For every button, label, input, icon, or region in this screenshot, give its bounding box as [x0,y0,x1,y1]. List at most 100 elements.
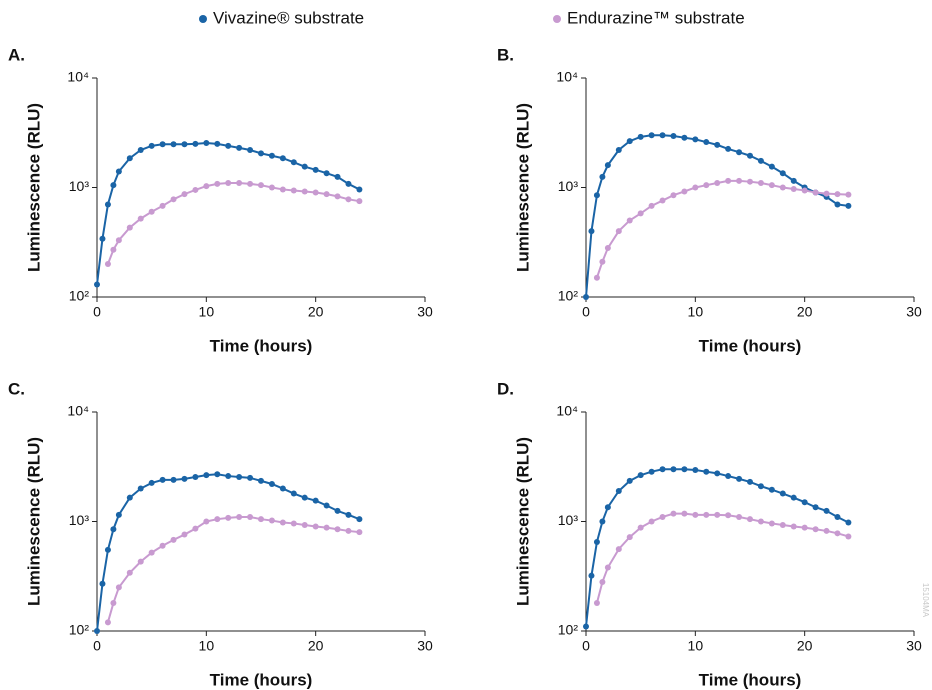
x-tick-label: 30 [906,304,922,320]
legend-marker [199,15,207,23]
data-point [203,518,210,525]
data-point [236,513,243,520]
data-point [159,542,166,549]
data-point [247,513,254,520]
data-point [626,477,633,484]
data-point [670,192,677,199]
data-point [599,579,606,586]
data-point [593,192,600,199]
data-point [110,600,117,607]
data-point [757,179,764,186]
data-point [137,215,144,222]
data-point [268,481,275,488]
data-point [170,476,177,483]
data-point [203,183,210,190]
data-point [812,189,819,196]
y-axis-label: Luminescence (RLU) [513,103,532,272]
x-tick-label: 20 [797,304,813,320]
data-point [290,490,297,497]
data-point [747,178,753,185]
data-point [604,504,611,511]
data-point [823,527,830,534]
data-point [757,483,764,490]
legend-label: Endurazine™ substrate [567,8,745,27]
data-point [670,510,677,517]
data-point [725,145,732,152]
y-axis-label: Luminescence (RLU) [24,103,43,272]
data-point [648,132,655,139]
data-point [583,623,589,630]
data-point [170,141,177,148]
data-point [757,157,764,164]
data-point [768,163,775,170]
data-point [247,180,254,187]
y-tick-label: 10³ [69,178,90,194]
data-point [334,193,341,200]
data-point [714,470,721,477]
y-tick-label: 10⁴ [556,403,578,419]
data-point [334,173,341,180]
data-point [593,274,600,281]
x-tick-label: 10 [688,638,704,654]
data-point [181,531,188,538]
data-point [334,507,341,514]
data-point [258,150,264,157]
series-line [585,134,849,298]
data-point [615,546,622,553]
x-tick-label: 0 [93,638,101,654]
data-point [104,201,111,208]
data-point [615,487,622,494]
data-point [637,210,644,217]
data-point [692,467,699,474]
data-point [599,173,606,180]
data-point [703,182,710,189]
data-point [615,228,622,235]
data-point [648,518,655,525]
series-line [595,512,849,604]
data-point [214,516,221,523]
data-point [725,177,732,184]
data-point [225,142,232,149]
data-point [192,140,199,147]
x-tick-label: 30 [417,638,433,654]
data-point [148,208,155,215]
data-point [659,466,666,473]
y-axis-label: Luminescence (RLU) [513,437,532,606]
data-point [323,524,330,531]
data-point [126,224,133,231]
footnote: 15104MA [921,583,930,618]
data-point [681,188,688,195]
data-point [258,516,264,523]
series-line [96,141,360,285]
data-point [323,502,330,509]
data-point [236,179,243,186]
data-point [99,580,106,587]
x-tick-label: 0 [582,304,590,320]
data-point [845,202,852,209]
data-point [659,197,666,204]
data-point [104,619,111,626]
data-point [268,184,275,191]
data-point [214,471,221,478]
data-point [137,558,144,565]
data-point [714,511,721,518]
panel-label: D. [497,379,514,398]
data-point [247,147,254,154]
data-point [801,187,808,194]
data-point [801,524,808,531]
data-point [290,520,297,527]
panel-label: B. [497,45,514,64]
data-point [637,472,644,479]
data-point [790,523,797,530]
data-point [110,182,117,189]
data-point [203,139,210,146]
data-point [159,141,166,148]
data-point [714,141,721,148]
data-point [236,473,243,480]
data-point [345,180,352,187]
data-point [115,168,122,175]
data-point [115,584,122,591]
panel-label: C. [8,379,25,398]
data-point [279,485,286,492]
data-point [290,187,297,194]
